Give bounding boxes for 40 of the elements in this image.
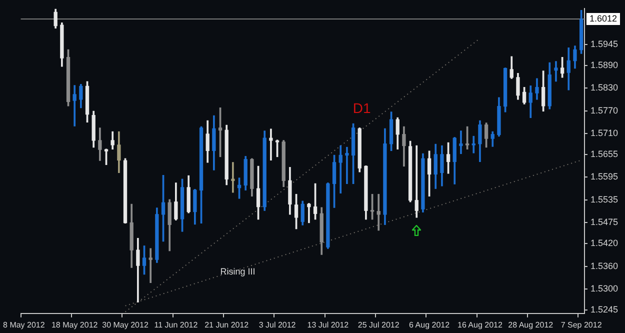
y-tick-label: 1.5945 <box>590 38 618 49</box>
y-tick-label: 1.5300 <box>590 284 618 294</box>
ref-line-label: 1.6012 <box>589 14 618 24</box>
x-tick-label: 13 Jul 2012 <box>307 320 350 330</box>
x-tick-label: 21 Jun 2012 <box>204 320 250 330</box>
candlestick <box>231 162 235 193</box>
x-tick-label: 25 Jul 2012 <box>358 320 400 330</box>
x-tick-label: 8 May 2012 <box>3 320 46 330</box>
candlestick <box>459 130 463 154</box>
candlestick <box>554 61 558 82</box>
candlestick <box>148 248 152 284</box>
y-tick-label: 1.5360 <box>590 260 618 271</box>
y-tick-label: 1.5245 <box>590 304 618 314</box>
candlestick <box>338 145 342 194</box>
candlestick <box>72 85 76 126</box>
y-tick-label: 1.5655 <box>590 148 618 159</box>
x-tick-label: 16 Aug 2012 <box>457 320 503 330</box>
y-tick-label: 1.5595 <box>590 172 618 182</box>
x-tick-label: 28 Aug 2012 <box>508 320 554 330</box>
y-tick-label: 1.5420 <box>590 238 618 248</box>
x-tick-label: 30 May 2012 <box>102 320 149 330</box>
x-tick-label: 6 Aug 2012 <box>409 320 450 330</box>
y-tick-label: 1.5710 <box>590 128 618 138</box>
candlestick <box>307 203 311 224</box>
y-tick-label: 1.5830 <box>590 82 618 93</box>
annotation: Rising III <box>220 266 256 277</box>
candlestick <box>269 128 273 160</box>
y-tick-label: 1.5770 <box>590 105 618 116</box>
y-tick-label: 1.5535 <box>590 194 618 204</box>
x-tick-label: 18 May 2012 <box>51 320 98 330</box>
y-tick-label: 1.5890 <box>590 60 618 70</box>
candlestick <box>472 136 476 154</box>
x-tick-label: 7 Sep 2012 <box>560 320 602 330</box>
x-tick-label: 3 Jul 2012 <box>258 320 296 330</box>
candlestick <box>345 146 349 184</box>
y-tick-label: 1.5475 <box>590 217 618 228</box>
candlestick <box>414 145 418 218</box>
annotation: D1 <box>352 100 371 116</box>
candlestick <box>376 194 380 231</box>
x-tick-label: 11 Jun 2012 <box>154 320 198 330</box>
